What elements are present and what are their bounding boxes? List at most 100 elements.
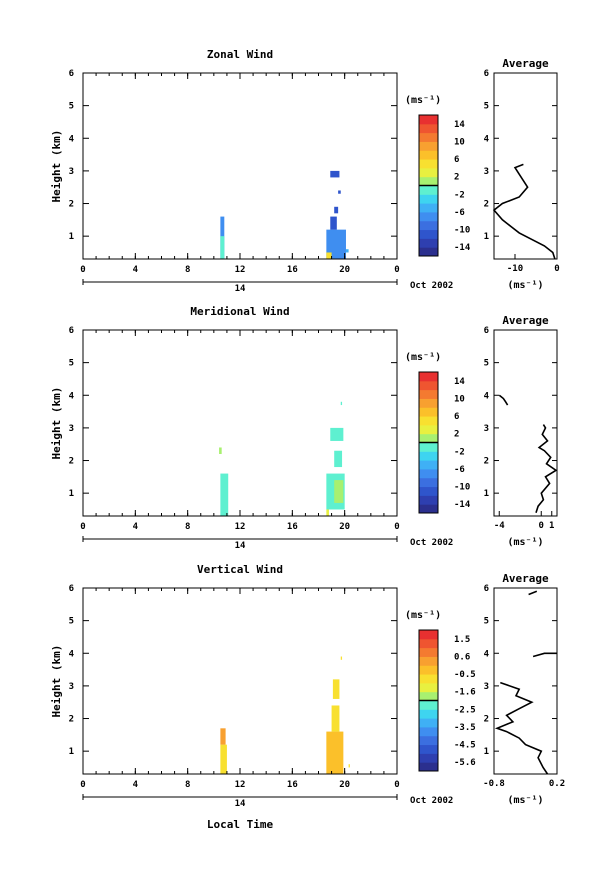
data-cell (334, 206, 339, 214)
x-tick-label: 16 (287, 265, 298, 275)
colorbar-tick-label: -5.6 (454, 758, 476, 768)
profile-line (494, 681, 549, 775)
x-tick-label: 20 (339, 780, 350, 790)
y-tick-label: 1 (69, 489, 74, 499)
x-tick-label: 4 (133, 780, 139, 790)
x-tick-label: 0 (80, 522, 85, 532)
colorbar-tick-label: -1.6 (454, 688, 476, 698)
profile-y-tick-label: 1 (484, 747, 489, 757)
colorbar-swatch (419, 167, 438, 178)
y-tick-label: 2 (69, 457, 74, 467)
x-tick-label: 0 (394, 780, 399, 790)
colorbar-swatch (419, 185, 438, 195)
y-tick-label: 1 (69, 747, 74, 757)
data-cell (331, 705, 340, 732)
profile-y-tick-label: 2 (484, 200, 489, 210)
colorbar-tick-label: -6 (454, 465, 465, 475)
colorbar-swatch (419, 451, 438, 461)
colorbar-swatch (419, 638, 438, 649)
x-tick-label: 16 (287, 522, 298, 532)
data-cell (220, 236, 225, 259)
y-tick-label: 3 (69, 682, 74, 692)
colorbar-swatch (419, 203, 438, 213)
colorbar-swatch (419, 486, 438, 496)
x-tick-label: 0 (394, 522, 399, 532)
colorbar-tick-label: 14 (454, 120, 465, 130)
data-cell (330, 427, 344, 441)
colorbar-tick-label: 0.6 (454, 652, 470, 662)
colorbar-swatch (419, 115, 438, 125)
x-tick-label: 16 (287, 780, 298, 790)
colorbar-swatch (419, 194, 438, 204)
colorbar-swatch (419, 630, 438, 640)
profile-y-tick-label: 2 (484, 715, 489, 725)
x-tick-label: 0 (80, 780, 85, 790)
profile-x-tick-label: -0.8 (483, 779, 505, 789)
colorbar-swatch (419, 238, 438, 248)
colorbar-swatch (419, 176, 438, 186)
colorbar-swatch (419, 477, 438, 488)
y-axis-label: Height (km) (50, 645, 63, 718)
colorbar-tick-label: 1.5 (454, 635, 470, 645)
colorbar-tick-label: 6 (454, 412, 459, 422)
y-tick-label: 4 (69, 391, 75, 401)
colorbar-swatch (419, 468, 438, 479)
profile-x-tick-label: -10 (507, 264, 523, 274)
colorbar-swatch (419, 247, 438, 257)
data-cell (338, 190, 341, 194)
profile-x-tick-label: 1 (549, 521, 554, 531)
colorbar-swatch (419, 211, 438, 222)
profile-y-tick-label: 6 (484, 69, 489, 79)
profile-x-tick-label: 0.2 (549, 779, 565, 789)
profile-y-tick-label: 3 (484, 424, 489, 434)
profile-y-tick-label: 5 (484, 617, 489, 627)
profile-title: Average (502, 314, 549, 327)
colorbar-swatch (419, 744, 438, 754)
data-cell (220, 744, 227, 774)
colorbar-swatch (419, 665, 438, 675)
date-month-year: Oct 2002 (410, 796, 453, 806)
data-cell (330, 216, 337, 230)
colorbar-tick-label: -4.5 (454, 741, 476, 751)
colorbar-swatch (419, 674, 438, 684)
colorbar-swatch (419, 229, 438, 239)
y-tick-label: 3 (69, 167, 74, 177)
profile-y-tick-label: 6 (484, 584, 489, 594)
colorbar-swatch (419, 656, 438, 666)
colorbar-tick-label: -2 (454, 190, 465, 200)
data-cell (220, 473, 229, 516)
profile-title: Average (502, 57, 549, 70)
x-tick-label: 4 (133, 265, 139, 275)
x-tick-label: 12 (235, 265, 246, 275)
colorbar-tick-label: -14 (454, 243, 471, 253)
data-cell (334, 450, 343, 468)
colorbar-swatch (419, 123, 438, 134)
colorbar-tick-label: -2 (454, 447, 465, 457)
colorbar-swatch (419, 159, 438, 169)
y-axis-label: Height (km) (50, 387, 63, 460)
panel-title: Meridional Wind (190, 305, 289, 318)
profile-y-tick-label: 2 (484, 457, 489, 467)
plot-frame (82, 587, 398, 775)
colorbar-tick-label: -10 (454, 226, 470, 236)
y-tick-label: 6 (69, 584, 74, 594)
data-cell (220, 728, 226, 745)
x-axis-label: Local Time (207, 818, 274, 831)
date-day: 14 (235, 799, 246, 809)
profile-y-tick-label: 4 (484, 391, 490, 401)
profile-frame (493, 329, 558, 517)
colorbar-unit: (ms⁻¹) (405, 610, 441, 621)
data-cell (332, 679, 340, 699)
data-cell (334, 480, 344, 503)
profile-line (498, 394, 509, 406)
colorbar-swatch (419, 416, 438, 426)
colorbar-tick-label: -0.5 (454, 670, 476, 680)
colorbar-swatch (419, 718, 438, 728)
profile-frame (493, 72, 558, 260)
colorbar-swatch (419, 504, 438, 514)
colorbar-tick-label: 10 (454, 137, 465, 147)
colorbar-swatch (419, 380, 438, 391)
profile-line (528, 590, 538, 596)
